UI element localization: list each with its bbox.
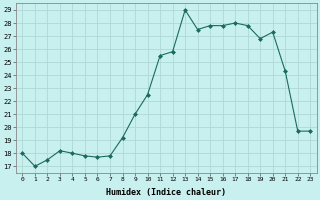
X-axis label: Humidex (Indice chaleur): Humidex (Indice chaleur): [106, 188, 226, 197]
